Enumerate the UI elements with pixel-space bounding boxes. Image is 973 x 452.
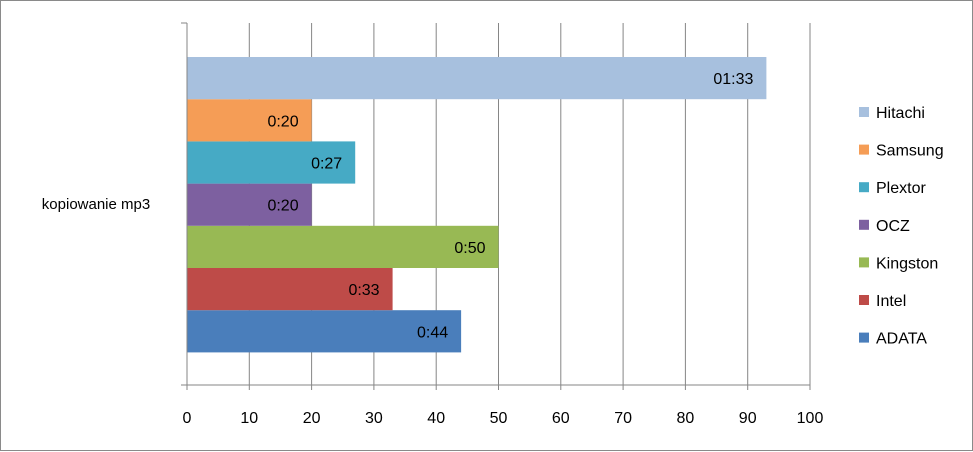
- x-tick-label: 80: [677, 410, 695, 427]
- x-tick-label: 70: [614, 410, 632, 427]
- x-tick-label: 40: [427, 410, 445, 427]
- data-label-samsung: 0:20: [267, 113, 298, 130]
- x-tick-label: 10: [240, 410, 258, 427]
- legend-label-adata: ADATA: [876, 331, 927, 348]
- legend-label-plextor: Plextor: [876, 180, 926, 197]
- x-tick-label: 20: [303, 410, 321, 427]
- data-label-ocz: 0:20: [267, 198, 298, 215]
- bar-intel: [187, 268, 393, 311]
- x-tick-label: 60: [552, 410, 570, 427]
- bar-samsung: [187, 99, 312, 142]
- x-tick-label: 0: [183, 410, 192, 427]
- legend-label-intel: Intel: [876, 293, 906, 310]
- bar-ocz: [187, 183, 312, 226]
- legend-swatch-samsung: [859, 144, 869, 155]
- legend: Hitachi Samsung Plextor OCZ Kingston Intel ADA…: [859, 105, 944, 348]
- legend-swatch-adata: [859, 332, 869, 343]
- bar-hitachi: [187, 57, 767, 100]
- data-label-kingston: 0:50: [454, 240, 485, 257]
- bar-plextor: [187, 141, 356, 184]
- legend-swatch-intel: [859, 295, 869, 305]
- legend-label-hitachi: Hitachi: [876, 105, 925, 122]
- x-tick-label: 30: [365, 410, 383, 427]
- bar-adata: [187, 310, 462, 353]
- data-label-plextor: 0:27: [311, 156, 342, 173]
- data-label-hitachi: 01:33: [713, 71, 753, 88]
- x-tick-label: 100: [797, 410, 824, 427]
- legend-swatch-plextor: [859, 182, 869, 193]
- x-tick-label: 50: [490, 410, 508, 427]
- bar-kingston: [187, 225, 499, 268]
- legend-label-kingston: Kingston: [876, 255, 938, 272]
- axes: 0 10 20 30 40 50 60 70 80 90 100 kopiowanie mp3: [42, 22, 824, 427]
- category-label: kopiowanie mp3: [42, 196, 150, 213]
- data-label-adata: 0:44: [417, 324, 448, 341]
- legend-label-samsung: Samsung: [876, 143, 944, 160]
- x-tick-label: 90: [739, 410, 757, 427]
- legend-swatch-ocz: [859, 219, 869, 230]
- bars: 0:44 0:33 0:50 0:20 0:27 0:20 01:33: [187, 57, 767, 353]
- data-label-intel: 0:33: [348, 282, 379, 299]
- legend-label-ocz: OCZ: [876, 218, 910, 235]
- legend-swatch-kingston: [859, 257, 869, 268]
- legend-swatch-hitachi: [859, 107, 869, 117]
